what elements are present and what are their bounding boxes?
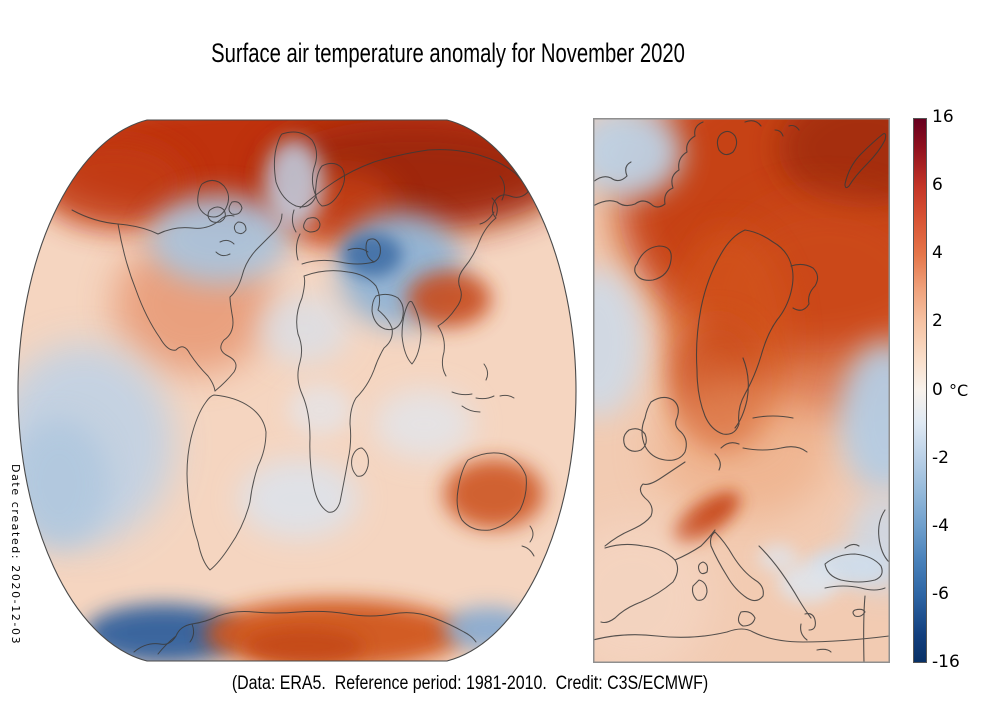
colorbar-tick-n2: -2 [932,448,949,468]
colorbar-tick-n16: -16 [932,652,960,672]
colorbar [913,118,927,663]
global-coastlines [71,131,535,655]
figure-title: Surface air temperature anomaly for Nove… [211,38,685,68]
colorbar-tick-n4: -4 [932,516,949,536]
globe-outline [17,119,577,662]
figure-caption: (Data: ERA5. Reference period: 1981-2010… [231,673,709,694]
global-anomaly-field [18,120,576,661]
colorbar-tick-0: 0 [932,380,943,400]
global-anomaly-map [17,119,577,662]
colorbar-tick-16: 16 [932,107,954,127]
europe-anomaly-field [593,118,890,663]
colorbar-tick-n6: -6 [932,584,949,604]
colorbar-tick-6: 6 [932,175,943,195]
colorbar-tick-2: 2 [932,311,943,331]
colorbar-unit: °C [949,381,969,400]
colorbar-tick-4: 4 [932,243,943,263]
europe-anomaly-map [593,118,890,663]
europe-map-frame [593,118,890,663]
europe-coastlines [593,120,890,663]
